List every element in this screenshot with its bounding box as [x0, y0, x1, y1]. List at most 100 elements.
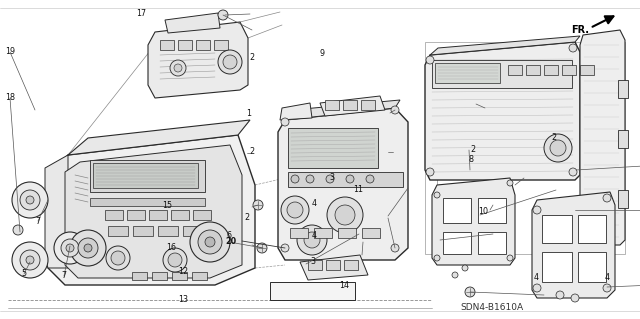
Circle shape: [70, 230, 106, 266]
Circle shape: [281, 196, 309, 224]
Circle shape: [287, 202, 303, 218]
Circle shape: [544, 134, 572, 162]
Circle shape: [12, 182, 48, 218]
Circle shape: [106, 246, 130, 270]
Circle shape: [12, 242, 48, 278]
Circle shape: [257, 243, 267, 253]
Circle shape: [556, 291, 564, 299]
Circle shape: [569, 44, 577, 52]
Bar: [133, 226, 153, 236]
Circle shape: [507, 255, 513, 261]
Text: 20: 20: [225, 236, 237, 246]
Circle shape: [434, 192, 440, 198]
Polygon shape: [165, 13, 220, 33]
Bar: [435, 63, 500, 83]
Bar: [127, 210, 145, 220]
Text: 11: 11: [353, 186, 363, 195]
Bar: [193, 210, 211, 220]
Circle shape: [335, 205, 355, 225]
Polygon shape: [425, 42, 580, 180]
Bar: [270, 282, 355, 300]
Bar: [580, 65, 594, 75]
Text: 16: 16: [166, 243, 176, 253]
Circle shape: [281, 118, 289, 126]
Polygon shape: [430, 36, 580, 55]
Circle shape: [426, 56, 434, 64]
Bar: [508, 65, 522, 75]
Circle shape: [426, 168, 434, 176]
Bar: [526, 65, 540, 75]
Bar: [325, 100, 339, 110]
Text: 2: 2: [244, 212, 250, 221]
Polygon shape: [580, 30, 625, 245]
Circle shape: [174, 64, 182, 72]
Circle shape: [346, 175, 354, 183]
Bar: [288, 172, 403, 187]
Circle shape: [434, 255, 440, 261]
Bar: [160, 40, 174, 50]
Bar: [432, 60, 572, 88]
Circle shape: [366, 175, 374, 183]
Circle shape: [168, 253, 182, 267]
Circle shape: [190, 222, 230, 262]
Text: 2: 2: [250, 54, 255, 63]
Bar: [542, 215, 572, 243]
Bar: [90, 198, 205, 206]
Circle shape: [603, 194, 611, 202]
Bar: [542, 252, 572, 282]
Polygon shape: [532, 192, 615, 298]
Circle shape: [452, 272, 458, 278]
Text: 7: 7: [61, 271, 67, 280]
Text: 15: 15: [162, 202, 172, 211]
Bar: [478, 232, 506, 254]
Circle shape: [26, 196, 34, 204]
Circle shape: [170, 60, 186, 76]
Bar: [152, 272, 167, 280]
Circle shape: [26, 256, 34, 264]
Bar: [90, 160, 205, 192]
Polygon shape: [45, 155, 68, 268]
Bar: [618, 80, 628, 98]
Circle shape: [571, 294, 579, 302]
Text: FR.: FR.: [571, 25, 589, 35]
Text: 5: 5: [21, 270, 27, 278]
Text: 1: 1: [246, 108, 252, 117]
Bar: [132, 272, 147, 280]
Circle shape: [550, 140, 566, 156]
Bar: [425, 42, 625, 254]
Text: 9: 9: [319, 48, 324, 57]
Polygon shape: [285, 100, 400, 120]
Bar: [326, 260, 340, 270]
Circle shape: [304, 232, 320, 248]
Bar: [338, 228, 356, 238]
Circle shape: [111, 251, 125, 265]
Polygon shape: [320, 96, 385, 116]
Text: 4: 4: [605, 273, 609, 283]
Circle shape: [462, 265, 468, 271]
Text: 2: 2: [470, 145, 476, 154]
Text: 19: 19: [5, 48, 15, 56]
Bar: [214, 40, 228, 50]
Circle shape: [297, 225, 327, 255]
Polygon shape: [432, 178, 515, 265]
Circle shape: [533, 284, 541, 292]
Circle shape: [507, 180, 513, 186]
Text: 2: 2: [250, 147, 255, 157]
Text: SDN4-B1610A: SDN4-B1610A: [460, 303, 524, 313]
Bar: [618, 130, 628, 148]
Circle shape: [327, 197, 363, 233]
Bar: [344, 260, 358, 270]
Bar: [362, 228, 380, 238]
Bar: [172, 272, 187, 280]
Bar: [149, 210, 167, 220]
Text: 13: 13: [178, 294, 188, 303]
Text: 8: 8: [468, 154, 474, 164]
Text: 4: 4: [534, 272, 538, 281]
Circle shape: [198, 230, 222, 254]
Circle shape: [253, 200, 263, 210]
Circle shape: [78, 238, 98, 258]
Circle shape: [533, 206, 541, 214]
Bar: [290, 228, 308, 238]
Bar: [196, 40, 210, 50]
Bar: [183, 226, 203, 236]
